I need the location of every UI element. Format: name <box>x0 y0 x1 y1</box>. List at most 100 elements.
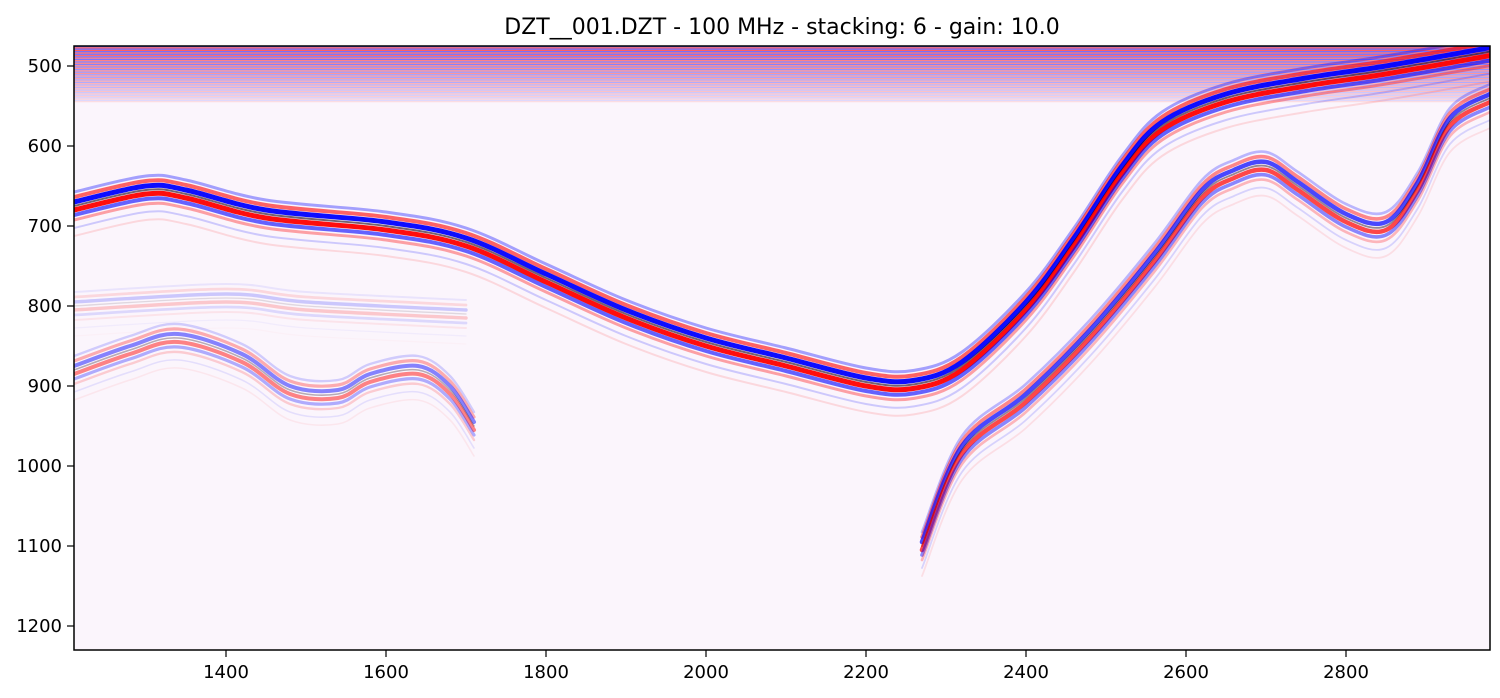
y-tick-label: 600 <box>28 136 62 157</box>
noise-stripe <box>74 48 1490 50</box>
noise-stripe <box>74 81 1490 84</box>
noise-stripe <box>74 92 1490 94</box>
reflector-band <box>74 345 476 437</box>
reflector-band <box>74 282 468 302</box>
x-tick-label: 2000 <box>683 662 729 683</box>
y-tick-label: 500 <box>28 56 62 77</box>
y-tick-label: 900 <box>28 376 62 397</box>
noise-stripe <box>74 47 1490 49</box>
noise-stripe <box>74 74 1490 76</box>
noise-stripe <box>74 71 1490 73</box>
noise-stripe <box>74 89 1490 91</box>
noise-stripe <box>74 60 1490 62</box>
noise-stripe <box>74 70 1490 72</box>
y-tick-label: 700 <box>28 216 62 237</box>
reflector-band <box>920 87 1490 539</box>
plot-background <box>74 46 1490 650</box>
reflector-band <box>74 53 1490 393</box>
x-tick-label: 1600 <box>363 662 409 683</box>
noise-stripe <box>74 56 1490 58</box>
noise-stripe <box>74 83 1490 85</box>
radargram-image <box>74 46 1490 577</box>
reflector-band <box>74 310 468 330</box>
noise-stripe <box>74 53 1490 55</box>
noise-stripe <box>74 90 1490 92</box>
y-tick-label: 1100 <box>16 536 62 557</box>
x-tick-label: 2600 <box>1163 662 1209 683</box>
noise-stripe <box>74 62 1490 64</box>
noise-stripe <box>74 63 1490 66</box>
chart-title: DZT__001.DZT - 100 MHz - stacking: 6 - g… <box>504 15 1059 40</box>
noise-stripe <box>74 52 1490 54</box>
noise-stripe <box>74 69 1490 71</box>
reflector-band <box>74 359 475 449</box>
reflector-band <box>74 46 1490 385</box>
x-tick-label: 2200 <box>843 662 889 683</box>
reflector-band <box>74 350 476 442</box>
noise-stripe <box>74 84 1490 86</box>
x-tick-label: 2800 <box>1323 662 1369 683</box>
noise-stripe <box>74 58 1490 60</box>
reflector-band <box>921 127 1490 577</box>
noise-stripe <box>74 76 1490 78</box>
reflector-band <box>920 82 1490 534</box>
noise-stripe <box>74 97 1490 99</box>
reflector-band <box>74 322 476 414</box>
x-tick-label: 1800 <box>523 662 569 683</box>
reflector-band <box>919 99 1490 553</box>
noise-stripe <box>74 79 1490 81</box>
plot-frame <box>73 45 1491 651</box>
x-tick-label: 2400 <box>1003 662 1049 683</box>
reflector-band <box>921 119 1490 569</box>
reflector-faint-deep-left <box>74 282 468 337</box>
reflector-band <box>74 327 476 419</box>
reflector-band <box>74 50 1490 387</box>
reflector-band <box>74 46 1483 379</box>
reflector-lower-diagonal <box>919 82 1490 577</box>
noise-stripe <box>74 78 1490 80</box>
y-tick-label: 1200 <box>16 616 62 637</box>
noise-stripe <box>74 51 1490 53</box>
noise-stripe <box>74 88 1490 90</box>
reflector-band <box>74 292 468 312</box>
reflector-band <box>74 300 468 320</box>
noise-stripe <box>74 80 1490 82</box>
noise-stripe <box>74 75 1490 77</box>
noise-stripe <box>74 93 1490 95</box>
reflector-band <box>74 287 468 307</box>
reflector-band <box>74 297 467 315</box>
reflector-band <box>74 367 475 457</box>
noise-stripe <box>74 67 1490 69</box>
reflector-band <box>74 80 1490 417</box>
noise-stripe <box>74 86 1490 89</box>
y-tick-label: 1000 <box>16 456 62 477</box>
reflector-band <box>74 58 1490 397</box>
noise-stripe <box>74 101 1490 103</box>
noise-stripe <box>74 54 1490 57</box>
noise-stripe <box>74 61 1490 63</box>
x-tick-label: 1400 <box>203 662 249 683</box>
y-tick-label: 800 <box>28 296 62 317</box>
y-axis: 500 600 700 800 900 1000 1100 1200 <box>16 56 74 637</box>
noise-stripe <box>74 72 1490 75</box>
noise-stripe <box>74 57 1490 59</box>
reflector-band <box>74 331 476 424</box>
reflector-band <box>920 110 1490 562</box>
noise-stripe <box>74 99 1490 101</box>
reflector-band <box>74 72 1490 409</box>
reflector-band <box>920 105 1490 557</box>
reflector-band <box>74 46 1452 374</box>
noise-stripe <box>74 95 1490 98</box>
noise-stripe <box>74 49 1490 52</box>
reflector-band <box>74 337 475 427</box>
reflector-band <box>919 91 1490 545</box>
reflector-band <box>74 319 467 337</box>
noise-stripe <box>74 66 1490 68</box>
reflector-band <box>74 305 468 325</box>
reflector-band <box>74 64 1490 402</box>
noise-stripe <box>74 65 1490 67</box>
noise-stripe <box>74 94 1490 96</box>
noise-stripe <box>74 85 1490 87</box>
reflector-deep-layer-left <box>74 322 476 457</box>
